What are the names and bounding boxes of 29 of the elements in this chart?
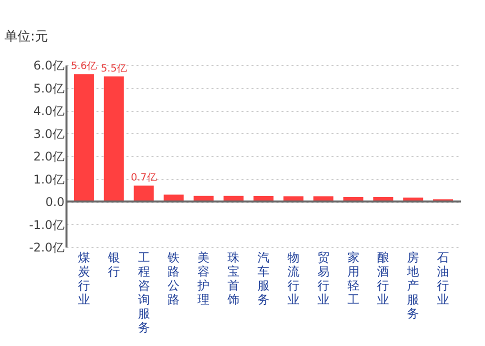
y-tick-label: 0.0 — [45, 195, 64, 209]
x-tick-label: 美容护理 — [196, 250, 210, 306]
x-tick-label: 银行 — [106, 250, 120, 278]
y-tick-label: -1.0亿 — [29, 218, 64, 232]
y-tick-label: 3.0亿 — [33, 126, 64, 141]
bar — [104, 76, 124, 202]
x-tick-label: 汽车服务 — [258, 250, 270, 306]
data-label: 0.7亿 — [130, 172, 157, 184]
x-tick-label: 珠宝首饰 — [226, 250, 240, 306]
x-tick-label: 物流行业 — [287, 250, 300, 306]
bar — [74, 74, 94, 202]
y-tick-label: -2.0亿 — [29, 240, 64, 254]
x-tick-label: 石油行业 — [437, 250, 450, 306]
y-tick-label: 6.0亿 — [33, 58, 64, 72]
bar — [134, 186, 154, 202]
x-tick-label: 煤炭行业 — [78, 250, 90, 306]
y-tick-label: 5.0亿 — [33, 81, 64, 96]
y-axis-title: 单位:元 — [4, 30, 48, 44]
x-tick-label: 家用轻工 — [347, 250, 360, 306]
y-tick-label: 4.0亿 — [33, 104, 64, 118]
x-tick-label: 酿酒行业 — [377, 250, 390, 306]
x-tick-label: 房地产服务 — [406, 250, 420, 320]
x-tick-label: 铁路公路 — [166, 250, 180, 306]
data-label: 5.5亿 — [100, 63, 127, 74]
x-tick-label: 贸易行业 — [317, 250, 330, 306]
y-tick-label: 1.0亿 — [33, 172, 64, 186]
y-tick-label: 2.0亿 — [33, 150, 64, 164]
x-tick-label: 工程咨询服务 — [138, 250, 150, 334]
data-label: 5.6亿 — [71, 61, 97, 72]
